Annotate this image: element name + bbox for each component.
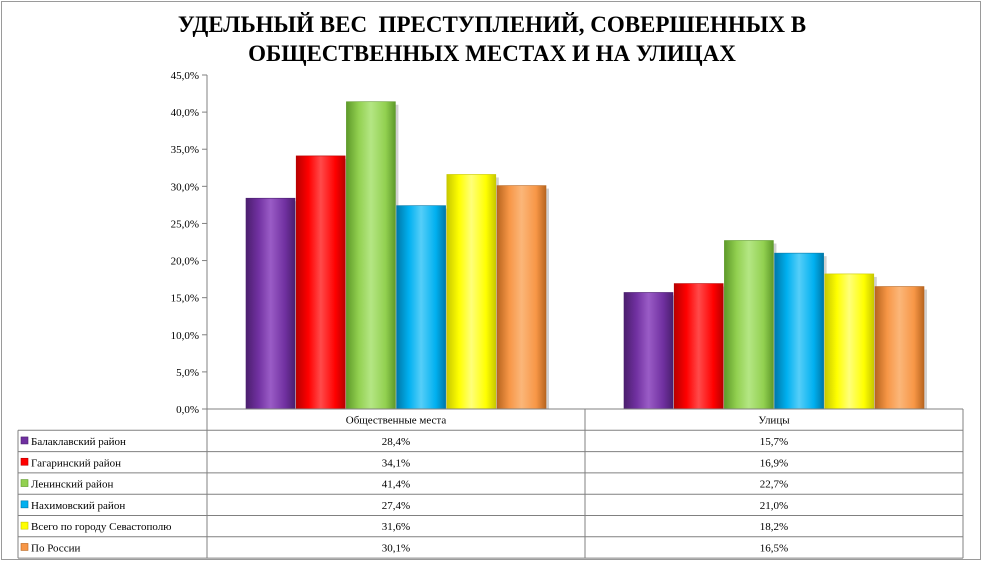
bar xyxy=(724,240,774,410)
data-label: 16,5% xyxy=(760,542,788,554)
chart-title-line-2: ОБЩЕСТВЕННЫХ МЕСТАХ И НА УЛИЦАХ xyxy=(248,41,736,66)
data-label: 15,7% xyxy=(760,436,788,448)
bar xyxy=(396,205,446,410)
data-label: 18,2% xyxy=(760,521,788,533)
bar xyxy=(496,185,547,410)
y-tick-label: 35,0% xyxy=(171,144,199,156)
data-label: 34,1% xyxy=(382,457,410,469)
legend-label: По России xyxy=(31,542,80,554)
bar xyxy=(623,292,674,410)
bar xyxy=(245,197,296,410)
data-label: 30,1% xyxy=(382,542,410,554)
y-tick-label: 15,0% xyxy=(171,293,199,305)
data-label: 27,4% xyxy=(382,500,410,512)
legend-label: Нахимовский район xyxy=(31,500,125,512)
y-tick-label: 45,0% xyxy=(171,70,199,82)
y-tick-label: 5,0% xyxy=(176,367,199,379)
y-tick-label: 40,0% xyxy=(171,107,199,119)
legend-key xyxy=(20,500,29,509)
category-label: Улицы xyxy=(758,415,790,427)
bar xyxy=(346,101,396,410)
y-tick-label: 20,0% xyxy=(171,256,199,268)
bar xyxy=(824,273,875,410)
data-label: 22,7% xyxy=(760,479,788,491)
legend-key xyxy=(20,479,29,487)
data-label: 16,9% xyxy=(760,457,788,469)
chart-title-line-1: УДЕЛЬНЫЙ ВЕС ПРЕСТУПЛЕНИЙ, СОВЕРШЕННЫХ В xyxy=(177,12,807,37)
legend-key xyxy=(20,521,29,530)
data-label: 41,4% xyxy=(382,479,410,491)
bar xyxy=(673,283,724,410)
legend-key xyxy=(20,436,29,445)
data-label: 31,6% xyxy=(382,521,410,533)
legend-label: Гагаринский район xyxy=(31,457,121,469)
legend-key xyxy=(20,543,29,551)
y-tick-label: 25,0% xyxy=(171,218,199,230)
chart-title: УДЕЛЬНЫЙ ВЕС ПРЕСТУПЛЕНИЙ, СОВЕРШЕННЫХ В… xyxy=(0,10,984,68)
data-label: 21,0% xyxy=(760,500,788,512)
data-label: 28,4% xyxy=(382,436,410,448)
bar xyxy=(295,155,346,410)
y-tick-label: 10,0% xyxy=(171,330,199,342)
y-tick-label: 0,0% xyxy=(176,404,199,416)
bar xyxy=(446,174,497,410)
legend-label: Всего по городу Севастополю xyxy=(31,521,171,533)
y-tick-label: 30,0% xyxy=(171,181,199,193)
legend-key xyxy=(20,457,29,466)
legend-label: Ленинский район xyxy=(31,479,113,491)
category-label: Общественные места xyxy=(346,415,447,427)
bar xyxy=(774,252,824,410)
bar xyxy=(874,286,925,410)
legend-label: Балаклавский район xyxy=(31,436,126,448)
